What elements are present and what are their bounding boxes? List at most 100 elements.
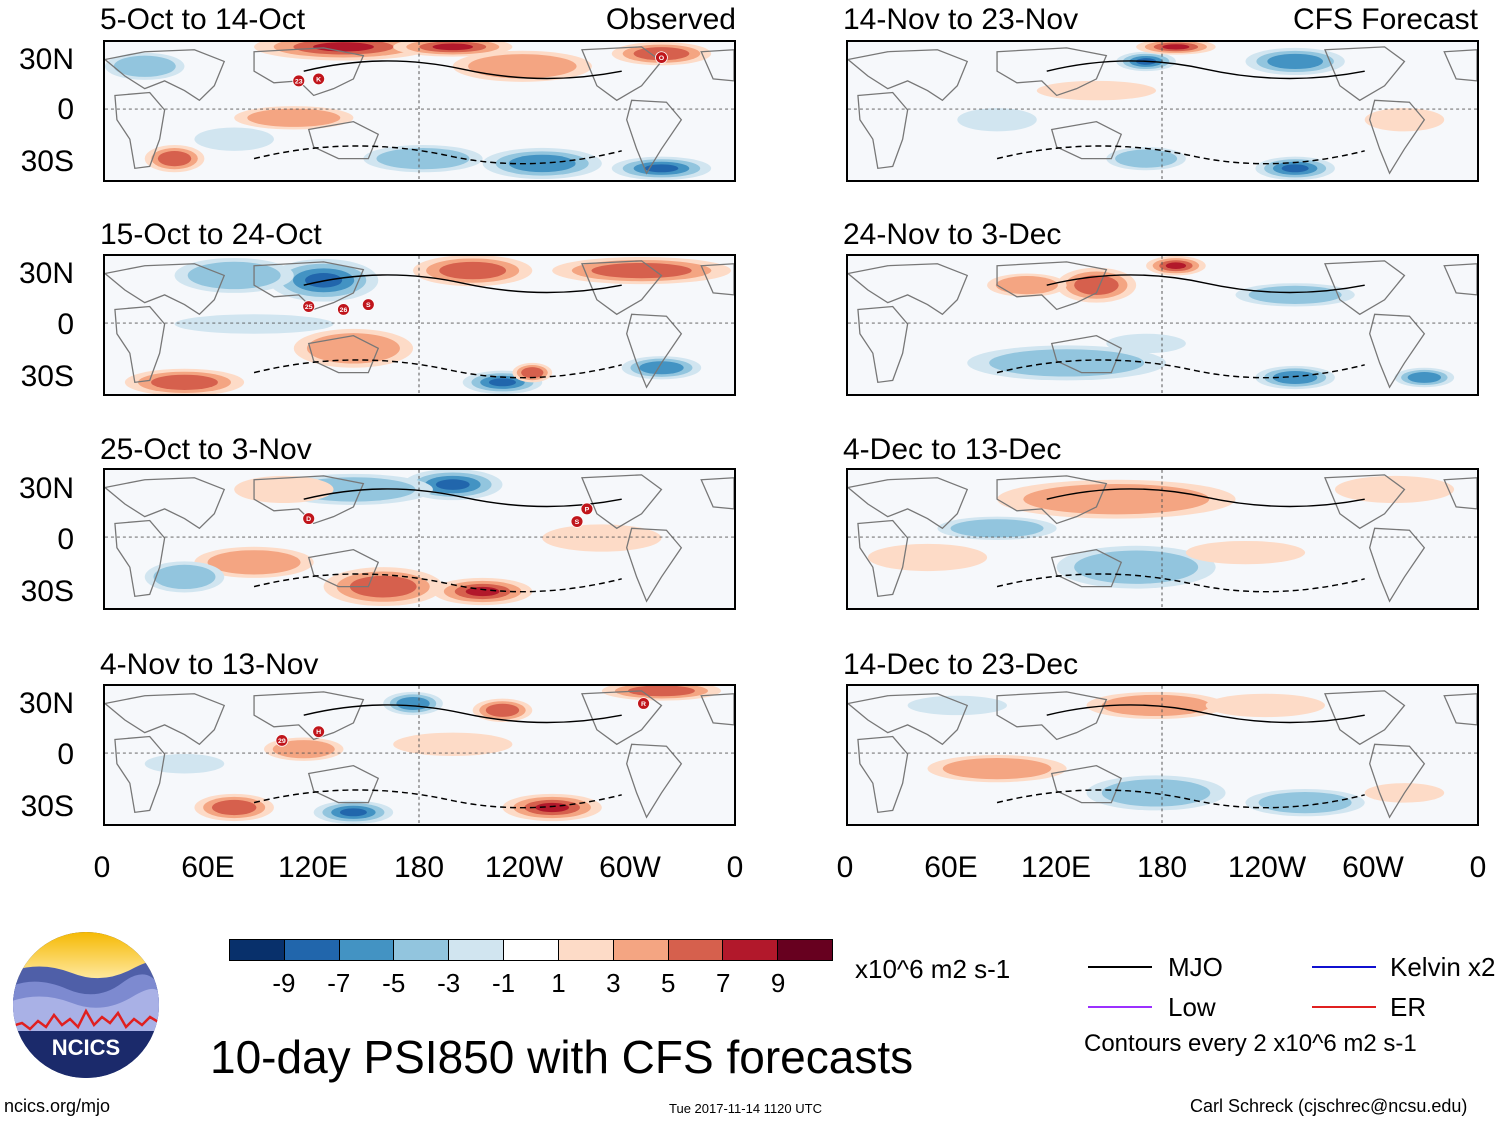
forecast-label: CFS Forecast: [1292, 3, 1478, 36]
coastline: [581, 46, 663, 102]
coastline: [626, 743, 683, 819]
ytick-0-p4: 0: [57, 738, 74, 771]
storm-label: K: [316, 76, 321, 83]
anomaly-shading: [435, 479, 470, 490]
anomaly-shading: [194, 127, 274, 151]
observed-label: Observed: [605, 3, 736, 36]
coastline: [1369, 99, 1426, 175]
coastline: [253, 47, 365, 97]
anomaly-shading: [151, 374, 218, 390]
storm-label: H: [316, 729, 321, 736]
legend-kelvin-line: [1312, 966, 1376, 968]
anomaly-shading: [1364, 108, 1445, 132]
anomaly-shading: [1036, 80, 1157, 101]
anomaly-shading: [1106, 333, 1186, 354]
storm-label: 29: [278, 738, 286, 745]
coastline: [996, 47, 1108, 97]
anomaly-shading: [211, 799, 257, 816]
coastline: [114, 519, 166, 598]
anomaly-shading: [1407, 372, 1442, 383]
coastline: [581, 260, 663, 316]
coastline: [105, 477, 226, 530]
map-panel-6: [846, 254, 1479, 396]
coastline: [848, 49, 969, 102]
colorbar-swatch: [448, 940, 504, 960]
ytick-30n-p3: 30N: [18, 472, 74, 505]
anomaly-shading: [432, 43, 474, 51]
mjo-contour: [1046, 704, 1365, 724]
mjo-contour-negative: [996, 789, 1365, 809]
coastline: [1369, 313, 1426, 389]
panel-title-5: 14-Nov to 23-Nov: [843, 3, 1079, 36]
panel-title-3: 25-Oct to 3-Nov: [100, 433, 312, 466]
storm-marker: 26: [337, 303, 350, 316]
xtick-l-60e: 60E: [181, 851, 235, 884]
anomaly-shading: [339, 808, 367, 817]
coastline: [626, 313, 683, 389]
storm-marker: H: [312, 725, 326, 738]
ytick-0-p3: 0: [57, 523, 74, 556]
coastline: [307, 765, 380, 804]
storm-label: P: [585, 506, 590, 513]
map-panel-2: 25 26 S: [103, 254, 736, 396]
storm-marker: P: [580, 502, 594, 516]
anomaly-shading: [989, 349, 1145, 377]
storm-marker: 25: [302, 300, 316, 313]
anomaly-shading: [376, 148, 470, 170]
coastline: [581, 474, 663, 530]
anomaly-shading: [485, 703, 520, 717]
colorbar-swatch: [338, 940, 394, 960]
map-panel-4: 29 H R: [103, 684, 736, 826]
logo-text: NCICS: [52, 1035, 120, 1060]
colorbar-swatch: [557, 940, 613, 960]
xtick-r-180: 180: [1136, 851, 1188, 884]
coastline: [581, 690, 663, 746]
ytick-0-p2: 0: [57, 308, 74, 341]
map-svg: [848, 256, 1477, 394]
storm-label: D: [306, 516, 311, 523]
map-panel-1: 23 K O: [103, 40, 736, 182]
storm-marker: R: [637, 697, 650, 710]
coastline: [857, 305, 909, 384]
xtick-l-0: 0: [93, 851, 111, 884]
storm-label: 25: [305, 304, 313, 311]
anomaly-shading: [393, 732, 513, 756]
storm-marker: O: [655, 51, 668, 64]
coastline: [700, 263, 734, 296]
colorbar-swatch: [612, 940, 668, 960]
colorbar-swatch: [667, 940, 723, 960]
anomaly-shading: [1334, 475, 1455, 504]
legend-er-line: [1312, 1006, 1376, 1008]
storm-label: 23: [295, 78, 303, 85]
anomaly-shading: [867, 543, 988, 572]
map-svg: 23 K O: [105, 42, 734, 180]
mjo-contour: [1046, 274, 1365, 294]
colorbar-swatch: [722, 940, 778, 960]
mjo-contour: [1046, 60, 1365, 80]
coastline: [253, 691, 365, 741]
colorbar-label: 7: [715, 968, 731, 998]
coastline: [105, 693, 226, 746]
anomaly-shading: [591, 262, 692, 279]
colorbar-swatch: [503, 940, 558, 960]
anomaly-shading: [465, 586, 500, 597]
legend-low-label: Low: [1168, 992, 1216, 1022]
ncics-logo: NCICS: [12, 931, 160, 1079]
footer-url: ncics.org/mjo: [4, 1096, 111, 1116]
anomaly-shading: [157, 151, 192, 167]
coastline: [1324, 474, 1406, 530]
coastline: [105, 263, 226, 316]
panel-title-7: 4-Dec to 13-Dec: [843, 433, 1062, 466]
coastline: [1324, 690, 1406, 746]
coastline: [700, 49, 734, 82]
anomaly-shading: [247, 108, 341, 127]
coastline: [857, 91, 909, 170]
anomaly-shading: [1258, 792, 1352, 814]
storm-label: O: [659, 55, 665, 62]
legend-kelvin-label: Kelvin x2: [1390, 952, 1496, 982]
main-title: 10-day PSI850 with CFS forecasts: [210, 1031, 914, 1083]
xtick-l-120w: 120W: [484, 851, 564, 884]
coastline: [996, 691, 1108, 741]
legend-contours-note: Contours every 2 x10^6 m2 s-1: [1084, 1030, 1417, 1057]
